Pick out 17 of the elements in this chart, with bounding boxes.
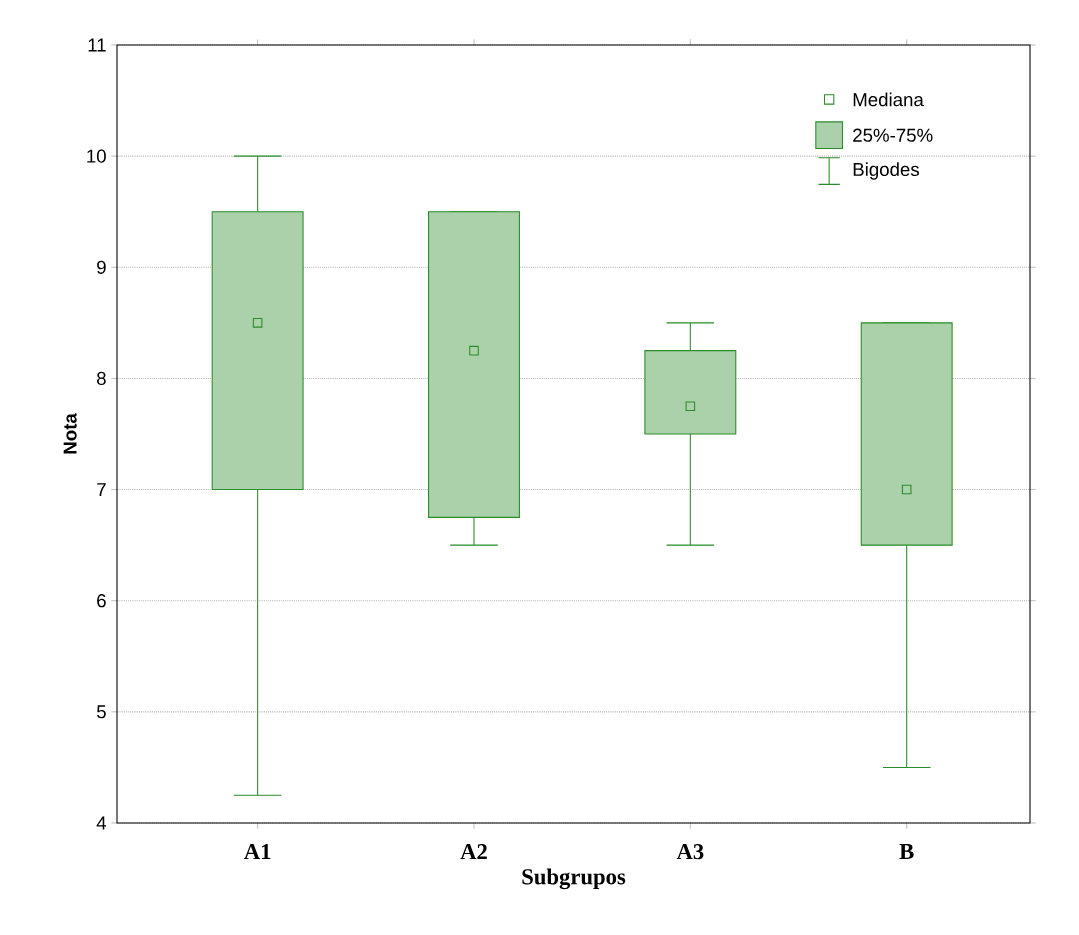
y-tick-label: 5 bbox=[96, 705, 106, 719]
annotation: Mediana bbox=[853, 92, 924, 107]
x-tick-label: A2 bbox=[460, 844, 487, 860]
y-tick-label: 11 bbox=[88, 38, 106, 52]
y-tick-label: 10 bbox=[87, 149, 106, 163]
y-tick-label: 8 bbox=[97, 371, 106, 386]
y-tick-label: 4 bbox=[96, 816, 107, 830]
annotation: 25%-75% bbox=[853, 128, 933, 142]
y-tick-label: 9 bbox=[97, 260, 106, 274]
x-axis-title: Subgrupos bbox=[522, 868, 626, 890]
annotation: Bigodes bbox=[853, 162, 919, 180]
x-tick-label: B bbox=[899, 844, 914, 859]
y-axis-title: Nota bbox=[63, 413, 77, 454]
y-tick-label: 7 bbox=[97, 483, 106, 496]
y-tick-label: 6 bbox=[97, 594, 106, 608]
x-tick-label: A1 bbox=[244, 844, 271, 860]
x-tick-label: A3 bbox=[676, 844, 704, 860]
